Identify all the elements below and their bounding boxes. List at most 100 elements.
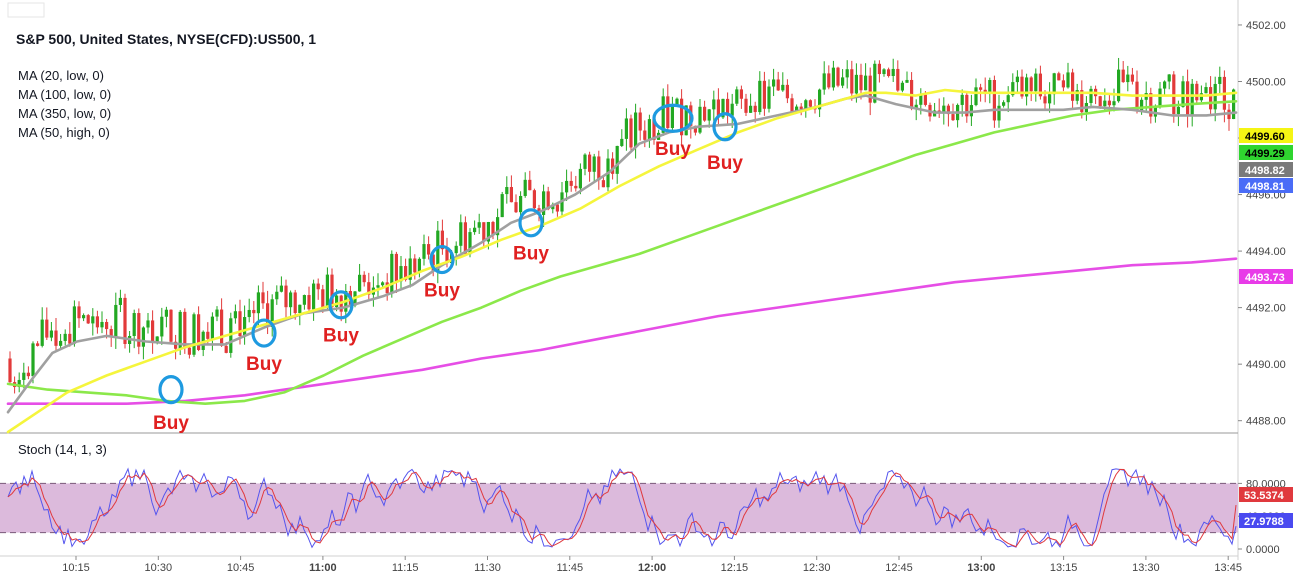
- candle-up: [818, 89, 822, 110]
- candle-down: [1043, 96, 1047, 104]
- candle-down: [137, 313, 141, 347]
- candle-down: [744, 98, 748, 113]
- candle-up: [749, 105, 753, 113]
- candle-up: [1052, 73, 1056, 95]
- candle-up: [1163, 81, 1167, 89]
- price-value-label: 4499.60: [1245, 131, 1285, 143]
- candle-up: [505, 187, 509, 195]
- legend-ma-100-low[interactable]: MA (100, low, 0): [18, 87, 112, 102]
- candle-up: [233, 311, 237, 319]
- candle-down: [293, 292, 297, 314]
- candle-down: [445, 249, 449, 264]
- candle-down: [413, 258, 417, 273]
- candle-up: [767, 86, 771, 109]
- candle-up: [325, 274, 329, 308]
- candle-up: [49, 330, 53, 338]
- time-tick-label: 10:30: [145, 562, 173, 574]
- candle-up: [772, 79, 776, 87]
- candle-up: [988, 79, 992, 94]
- candle-up: [247, 309, 251, 318]
- candle-down: [266, 303, 270, 327]
- time-tick-label: 13:45: [1214, 562, 1242, 574]
- candle-up: [298, 304, 302, 314]
- candle-down: [693, 125, 697, 133]
- ma-50-high-line: [6, 257, 1238, 405]
- candle-down: [1149, 93, 1153, 117]
- candle-up: [40, 319, 44, 346]
- candle-up: [1112, 101, 1116, 106]
- price-value-label: 4499.29: [1245, 148, 1285, 160]
- candle-up: [781, 84, 785, 91]
- candle-down: [174, 341, 178, 349]
- legend-ma-20-low[interactable]: MA (20, low, 0): [18, 68, 104, 83]
- candle-up: [804, 100, 808, 110]
- buy-label: Buy: [513, 244, 549, 265]
- candle-up: [1025, 77, 1029, 97]
- candle-down: [261, 292, 265, 304]
- candle-up: [1103, 100, 1107, 107]
- candle-up: [1015, 76, 1019, 83]
- candle-up: [141, 327, 145, 347]
- candle-up: [712, 99, 716, 110]
- stoch-k-line: [7, 467, 1237, 549]
- candle-down: [514, 202, 518, 213]
- candle-down: [1020, 76, 1024, 97]
- candle-up: [473, 227, 477, 233]
- candle-up: [758, 80, 762, 113]
- candle-up: [1213, 83, 1217, 110]
- candle-up: [289, 292, 293, 308]
- legend-ma-350-low[interactable]: MA (350, low, 0): [18, 106, 112, 121]
- candle-up: [1006, 95, 1010, 103]
- candle-down: [790, 98, 794, 112]
- candle-up: [661, 96, 665, 133]
- price-value-label: 4498.81: [1245, 181, 1285, 193]
- legend-ma-50-high[interactable]: MA (50, high, 0): [18, 125, 110, 140]
- candle-up: [376, 285, 380, 288]
- candle-down: [850, 69, 854, 94]
- candle-up: [615, 145, 619, 174]
- candle-down: [1186, 81, 1190, 117]
- candle-up: [997, 105, 1001, 121]
- time-tick-label: 13:00: [967, 562, 995, 574]
- candle-up: [477, 222, 481, 228]
- candle-up: [215, 309, 219, 317]
- candle-down: [463, 222, 467, 255]
- price-value-label: 4498.82: [1245, 165, 1285, 177]
- candle-down: [224, 345, 228, 353]
- candle-up: [882, 69, 886, 75]
- candle-down: [86, 315, 90, 324]
- time-tick-label: 12:15: [721, 562, 749, 574]
- price-tick-label: 4492.00: [1246, 303, 1286, 315]
- stoch-label[interactable]: Stoch (14, 1, 3): [18, 442, 107, 457]
- candle-down: [629, 118, 633, 148]
- ma-legend: MA (20, low, 0) MA (100, low, 0) MA (350…: [18, 66, 111, 142]
- candle-down: [588, 154, 592, 172]
- candle-up: [1153, 106, 1157, 117]
- price-value-tag: [1239, 162, 1293, 177]
- candle-down: [1038, 73, 1042, 97]
- candle-up: [164, 309, 168, 317]
- stoch-value-label: 27.9788: [1244, 516, 1284, 528]
- candle-down: [440, 230, 444, 250]
- candle-up: [178, 311, 182, 349]
- buy-marker-circle: [652, 103, 694, 133]
- candle-down: [252, 309, 256, 314]
- price-value-label: 4493.73: [1245, 272, 1285, 284]
- candle-down: [431, 254, 435, 272]
- candle-up: [408, 258, 412, 280]
- candle-down: [611, 158, 615, 174]
- candle-up: [381, 282, 385, 286]
- candle-up: [523, 179, 527, 196]
- candle-up: [684, 105, 688, 136]
- candle-down: [601, 180, 605, 188]
- time-tick-label: 11:30: [474, 562, 501, 574]
- candle-up: [1075, 90, 1079, 101]
- price-tick-label: 4500.00: [1246, 76, 1286, 88]
- candle-down: [739, 89, 743, 99]
- candle-up: [302, 295, 306, 305]
- candle-down: [1061, 80, 1065, 88]
- candle-up: [1190, 83, 1194, 117]
- candle-down: [36, 343, 40, 346]
- candle-down: [532, 190, 536, 209]
